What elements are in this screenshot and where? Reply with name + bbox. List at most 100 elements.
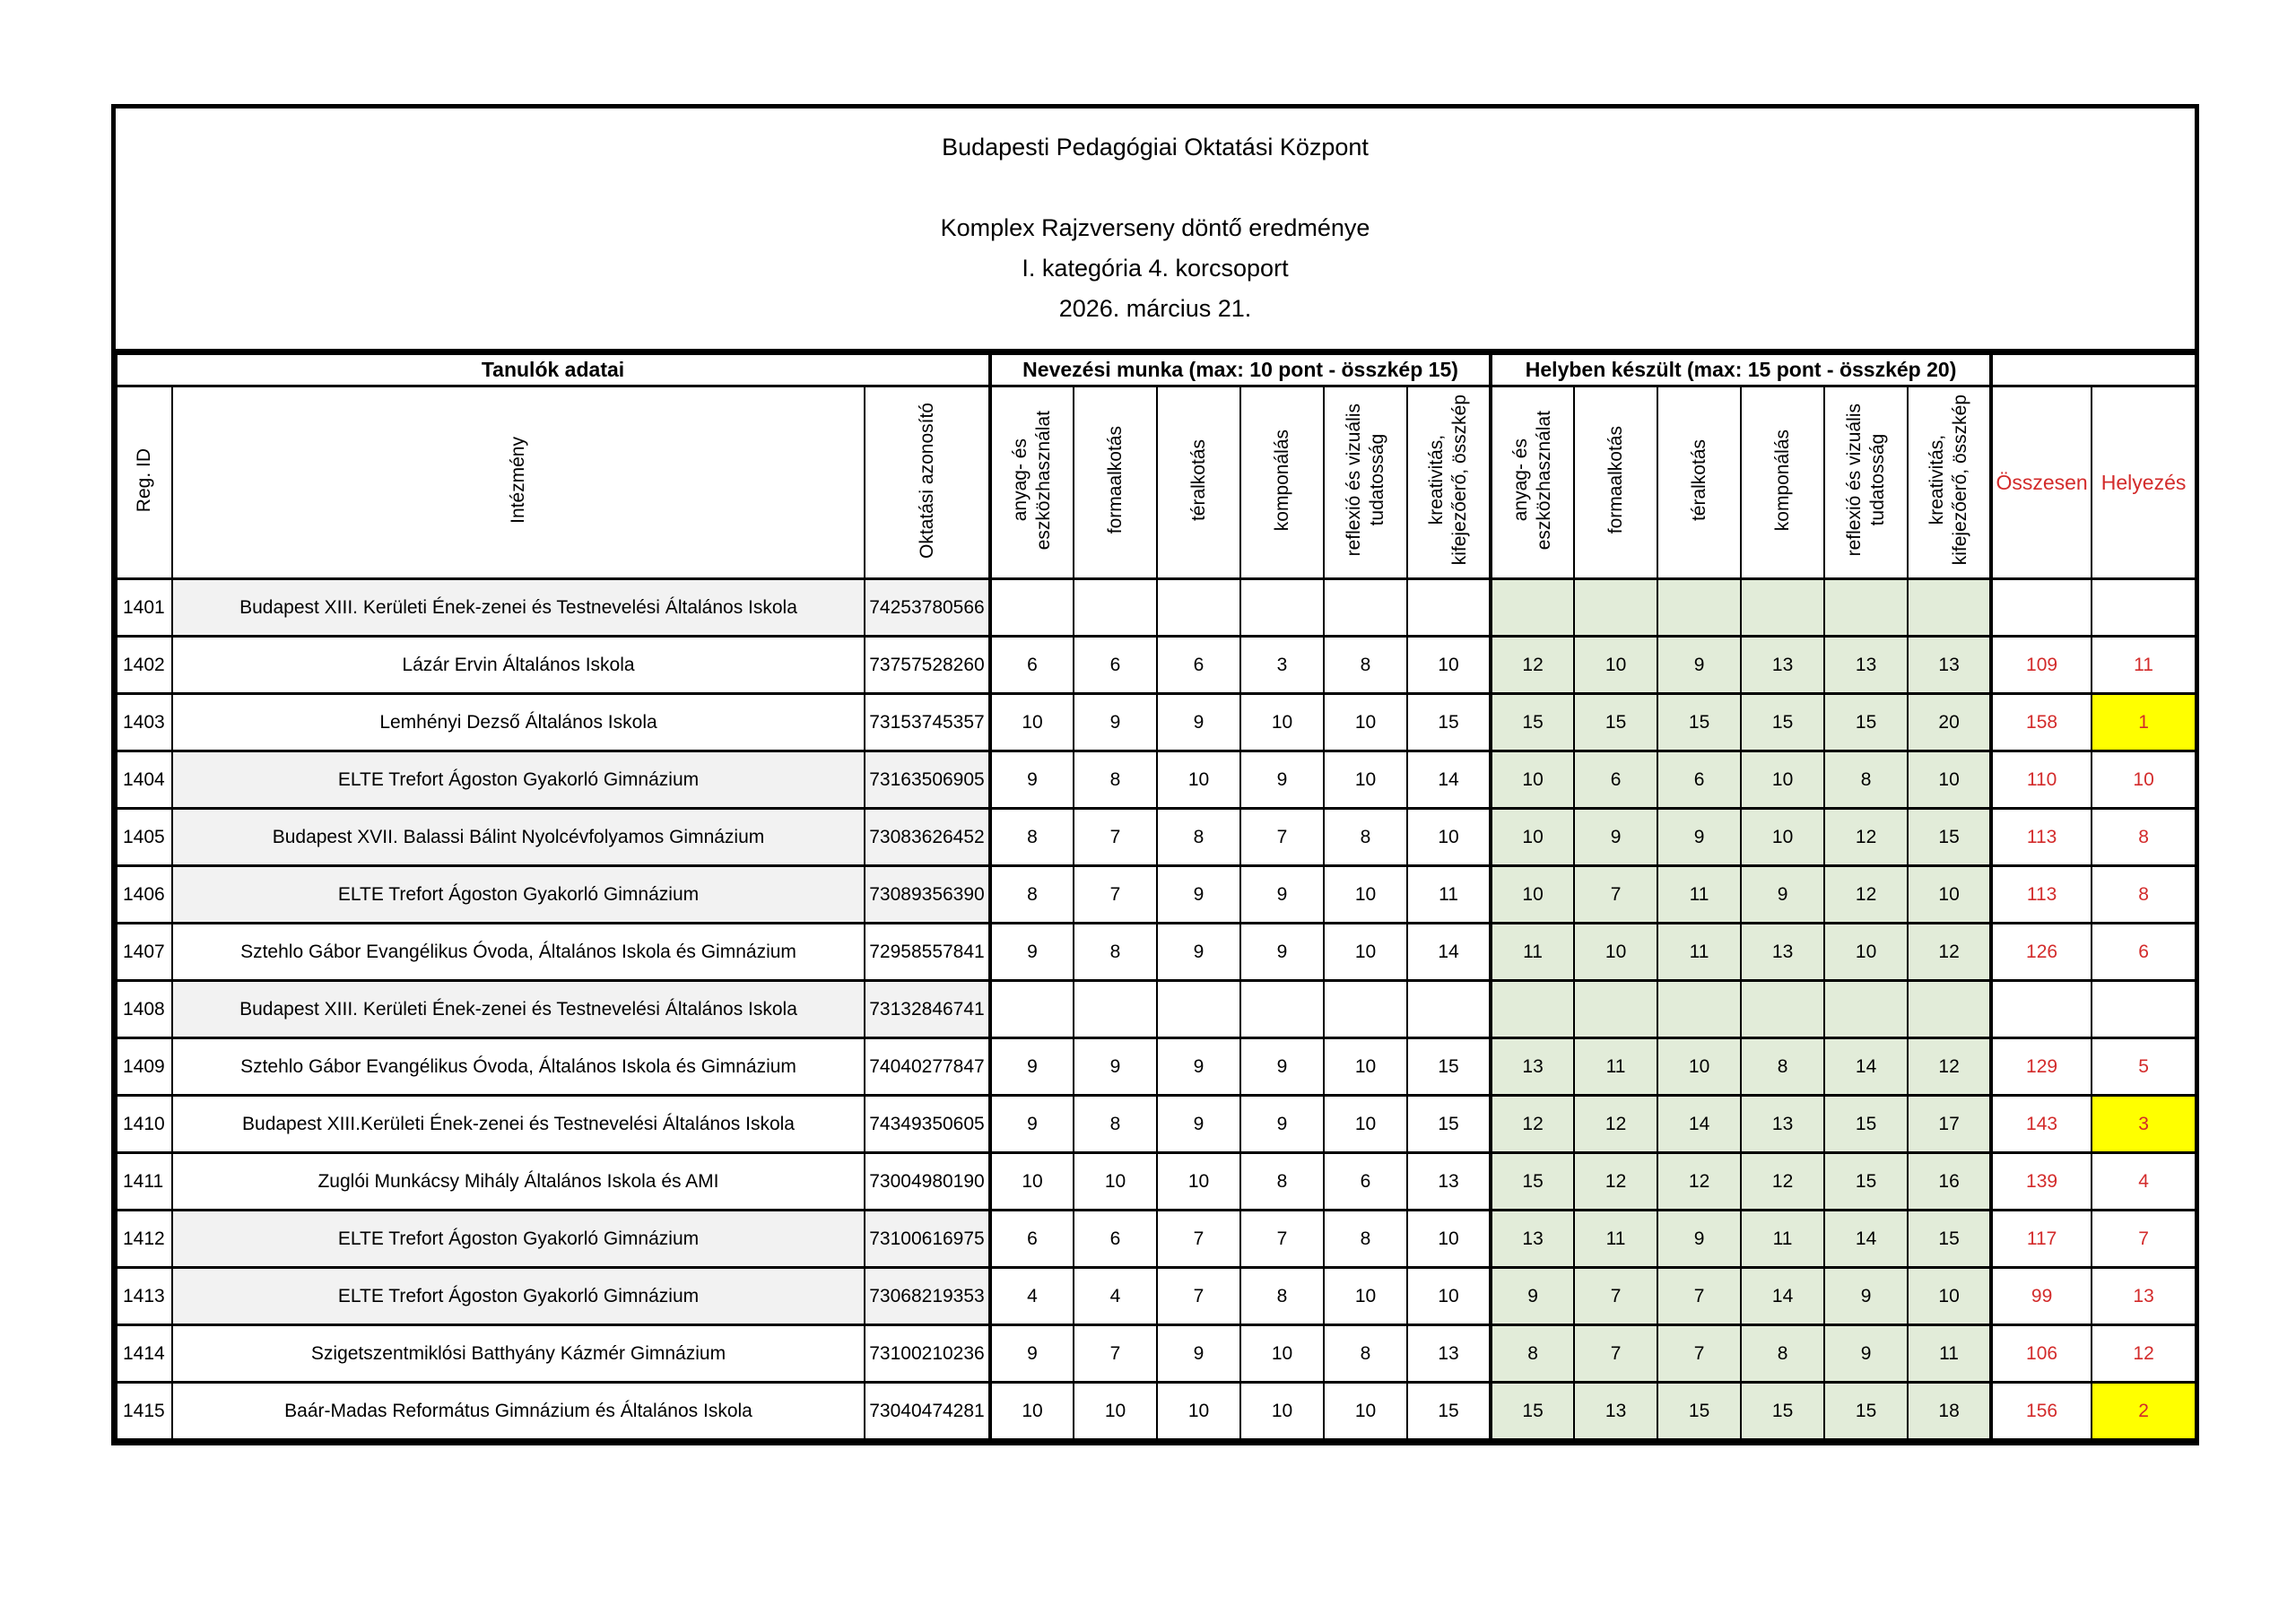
entry-score-cell: 11 bbox=[1405, 864, 1492, 924]
onsite-score-cell: 7 bbox=[1573, 1324, 1659, 1384]
table-row: 1406 ELTE Trefort Ágoston Gyakorló Gimnáz… bbox=[116, 864, 2197, 924]
col-entry-criterion-4: reflexió és vizuális tudatosság bbox=[1323, 385, 1408, 580]
education-id-cell: 74253780566 bbox=[864, 577, 991, 638]
onsite-score-cell: 12 bbox=[1823, 864, 1909, 924]
rank-cell: 7 bbox=[2091, 1209, 2197, 1269]
onsite-score-cell: 9 bbox=[1489, 1266, 1576, 1326]
onsite-score-cell: 13 bbox=[1489, 1037, 1576, 1097]
onsite-score-cell: 15 bbox=[1657, 692, 1743, 752]
col-total: Összesen bbox=[1989, 385, 2093, 580]
entry-criterion-2-label: téralkotás bbox=[1187, 438, 1209, 522]
total-cell: 99 bbox=[1989, 1266, 2093, 1326]
onsite-score-cell: 10 bbox=[1573, 635, 1659, 695]
onsite-score-cell bbox=[1489, 979, 1576, 1039]
onsite-score-cell: 10 bbox=[1740, 807, 1826, 867]
entry-score-cell: 8 bbox=[988, 864, 1074, 924]
onsite-score-cell bbox=[1823, 577, 1909, 638]
onsite-criterion-4-label: reflexió és vizuális tudatosság bbox=[1843, 404, 1888, 557]
onsite-score-cell: 13 bbox=[1823, 635, 1909, 695]
onsite-score-cell: 10 bbox=[1907, 750, 1993, 810]
entry-score-cell: 8 bbox=[1239, 1266, 1325, 1326]
onsite-score-cell: 13 bbox=[1489, 1209, 1576, 1269]
title-subblock: Komplex Rajzverseny döntő eredménye I. k… bbox=[116, 213, 2195, 324]
entry-score-cell bbox=[1323, 979, 1408, 1039]
col-onsite-criterion-0: anyag- és eszközhasználat bbox=[1489, 385, 1576, 580]
onsite-score-cell: 15 bbox=[1907, 1209, 1993, 1269]
entry-score-cell: 10 bbox=[988, 1381, 1074, 1441]
rank-cell: 10 bbox=[2091, 750, 2197, 810]
onsite-score-cell: 12 bbox=[1489, 1094, 1576, 1154]
education-id-cell: 73100210236 bbox=[864, 1324, 991, 1384]
entry-score-cell bbox=[1239, 979, 1325, 1039]
entry-score-cell: 8 bbox=[1323, 635, 1408, 695]
onsite-score-cell: 15 bbox=[1823, 692, 1909, 752]
reg-id-cell: 1403 bbox=[116, 692, 173, 752]
institution-cell: Szigetszentmiklósi Batthyány Kázmér Gimn… bbox=[171, 1324, 865, 1384]
col-onsite-criterion-2: téralkotás bbox=[1657, 385, 1743, 580]
group-onsite-work: Helyben készült (max: 15 pont - összkép … bbox=[1489, 352, 1993, 387]
table-row: 1403 Lemhényi Dezső Általános Iskola 73153… bbox=[116, 692, 2197, 752]
onsite-score-cell bbox=[1657, 577, 1743, 638]
onsite-score-cell: 18 bbox=[1907, 1381, 1993, 1441]
onsite-score-cell: 11 bbox=[1657, 864, 1743, 924]
entry-score-cell bbox=[1323, 577, 1408, 638]
onsite-score-cell: 12 bbox=[1573, 1094, 1659, 1154]
entry-score-cell: 15 bbox=[1405, 1037, 1492, 1097]
onsite-score-cell: 9 bbox=[1657, 807, 1743, 867]
table-row: 1404 ELTE Trefort Ágoston Gyakorló Gimnáz… bbox=[116, 750, 2197, 810]
col-institution: Intézmény bbox=[171, 385, 865, 580]
education-id-cell: 73083626452 bbox=[864, 807, 991, 867]
entry-score-cell bbox=[1405, 979, 1492, 1039]
table-row: 1405 Budapest XVII. Balassi Bálint Nyolcé… bbox=[116, 807, 2197, 867]
onsite-score-cell: 13 bbox=[1740, 922, 1826, 982]
rank-cell bbox=[2091, 577, 2197, 638]
group-empty-cell bbox=[1989, 352, 2197, 387]
entry-score-cell: 7 bbox=[1156, 1266, 1241, 1326]
reg-id-cell: 1410 bbox=[116, 1094, 173, 1154]
entry-score-cell bbox=[1156, 979, 1241, 1039]
onsite-score-cell: 9 bbox=[1657, 635, 1743, 695]
entry-score-cell: 9 bbox=[1156, 864, 1241, 924]
institution-cell: Budapest XIII.Kerületi Ének-zenei és Tes… bbox=[171, 1094, 865, 1154]
col-entry-criterion-1: formaalkotás bbox=[1073, 385, 1158, 580]
education-id-cell: 74349350605 bbox=[864, 1094, 991, 1154]
group-students: Tanulók adatai bbox=[116, 352, 991, 387]
entry-score-cell: 9 bbox=[988, 1037, 1074, 1097]
onsite-score-cell: 8 bbox=[1489, 1324, 1576, 1384]
entry-score-cell: 10 bbox=[1405, 1209, 1492, 1269]
col-onsite-criterion-3: komponálás bbox=[1740, 385, 1826, 580]
onsite-score-cell: 13 bbox=[1740, 1094, 1826, 1154]
onsite-score-cell: 15 bbox=[1740, 1381, 1826, 1441]
onsite-score-cell: 10 bbox=[1489, 864, 1576, 924]
onsite-score-cell: 10 bbox=[1823, 922, 1909, 982]
col-entry-criterion-0: anyag- és eszközhasználat bbox=[988, 385, 1074, 580]
entry-criterion-1-label: formaalkotás bbox=[1104, 426, 1126, 534]
entry-score-cell: 9 bbox=[988, 750, 1074, 810]
entry-score-cell: 9 bbox=[1239, 1037, 1325, 1097]
entry-score-cell bbox=[988, 577, 1074, 638]
onsite-criterion-1-label: formaalkotás bbox=[1605, 426, 1626, 534]
entry-score-cell: 13 bbox=[1405, 1324, 1492, 1384]
entry-score-cell: 9 bbox=[988, 922, 1074, 982]
entry-score-cell: 13 bbox=[1405, 1151, 1492, 1211]
col-education-id: Oktatási azonosító bbox=[864, 385, 991, 580]
total-cell: 143 bbox=[1989, 1094, 2093, 1154]
rank-cell: 1 bbox=[2091, 692, 2197, 752]
entry-score-cell: 14 bbox=[1405, 922, 1492, 982]
title-block: Budapesti Pedagógiai Oktatási Központ Ko… bbox=[116, 108, 2195, 352]
rank-cell bbox=[2091, 979, 2197, 1039]
entry-score-cell: 8 bbox=[1073, 750, 1158, 810]
table-row: 1410 Budapest XIII.Kerületi Ének-zenei és… bbox=[116, 1094, 2197, 1154]
onsite-score-cell: 15 bbox=[1823, 1094, 1909, 1154]
entry-score-cell: 10 bbox=[1405, 635, 1492, 695]
institution-cell: Zuglói Munkácsy Mihály Általános Iskola … bbox=[171, 1151, 865, 1211]
onsite-score-cell: 10 bbox=[1657, 1037, 1743, 1097]
onsite-score-cell bbox=[1573, 577, 1659, 638]
entry-score-cell: 10 bbox=[1239, 692, 1325, 752]
entry-score-cell: 15 bbox=[1405, 692, 1492, 752]
reg-id-cell: 1406 bbox=[116, 864, 173, 924]
entry-score-cell: 8 bbox=[1073, 922, 1158, 982]
entry-criterion-0-label: anyag- és eszközhasználat bbox=[1010, 410, 1054, 551]
entry-score-cell bbox=[988, 979, 1074, 1039]
entry-score-cell: 8 bbox=[1239, 1151, 1325, 1211]
